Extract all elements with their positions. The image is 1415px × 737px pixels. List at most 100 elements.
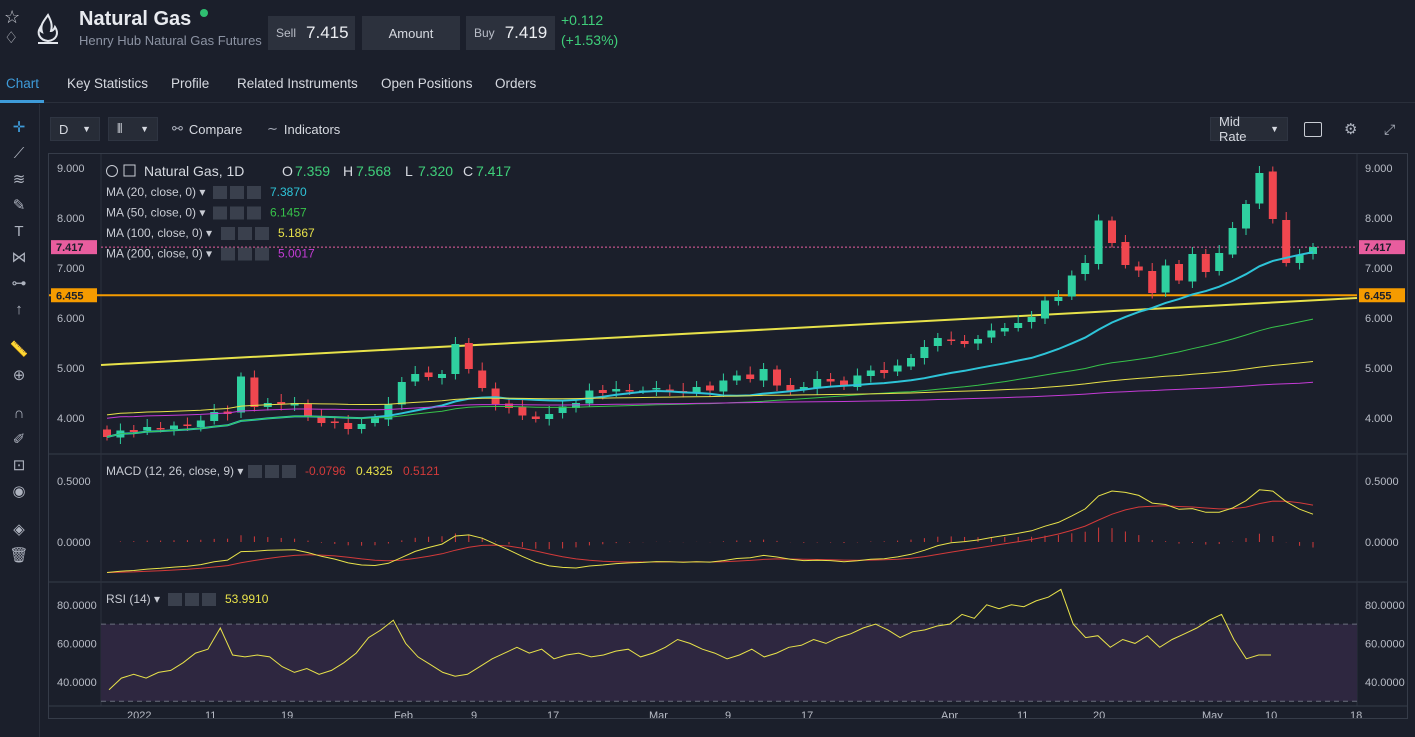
collapse-icon bbox=[106, 165, 118, 177]
indicators-label: Indicators bbox=[283, 121, 341, 137]
x-tick-label: 20 bbox=[1093, 710, 1105, 718]
candle-body bbox=[1121, 242, 1130, 265]
candle-body bbox=[277, 402, 286, 404]
legend-tool-icon bbox=[230, 186, 244, 199]
price-tick-left: 8.000 bbox=[57, 213, 85, 225]
candle-body bbox=[505, 403, 513, 408]
ma-legend-label: MA (20, close, 0) ▾ bbox=[106, 185, 205, 199]
legend-tool-icon bbox=[265, 465, 279, 478]
candle-body bbox=[371, 418, 379, 423]
indicators-icon: ∼ bbox=[267, 121, 278, 136]
chevron-down-icon: ▼ bbox=[1270, 124, 1279, 134]
active-tab-indicator bbox=[0, 100, 44, 103]
trend-line-icon[interactable]: ⟋ bbox=[13, 145, 25, 162]
crosshair-icon[interactable]: ✛ bbox=[12, 119, 26, 136]
projection-icon[interactable]: ⊶ bbox=[11, 275, 27, 292]
tab-open-positions[interactable]: Open Positions bbox=[381, 76, 473, 91]
ma-legend-value: 5.1867 bbox=[278, 226, 315, 240]
fib-icon[interactable]: ≋ bbox=[12, 171, 26, 188]
candle-body bbox=[880, 370, 889, 373]
price-label-right bbox=[1359, 240, 1405, 255]
interval-select[interactable]: D ▼ bbox=[50, 117, 100, 141]
brush-icon[interactable]: ✎ bbox=[12, 197, 26, 214]
minimize-icon bbox=[123, 164, 136, 177]
amount-label: Amount bbox=[388, 25, 434, 41]
chart-container[interactable]: 9.000 9.000 8.000 8.000 7.000 7.000 6.000 6.000… bbox=[48, 153, 1408, 722]
candle-body bbox=[826, 379, 835, 382]
candle-body bbox=[384, 404, 393, 420]
x-tick-label: 17 bbox=[547, 710, 559, 718]
pattern-icon[interactable]: ⋈ bbox=[11, 249, 27, 266]
tab-orders[interactable]: Orders bbox=[495, 76, 537, 91]
ma-legend-label: MA (50, close, 0) ▾ bbox=[106, 206, 205, 220]
text-icon[interactable]: T bbox=[14, 223, 24, 240]
compare-button[interactable]: ⚯ Compare bbox=[172, 117, 242, 141]
eye-icon[interactable]: ◉ bbox=[12, 483, 26, 500]
legend-tool-icon bbox=[238, 227, 252, 240]
candle-body bbox=[719, 380, 728, 392]
candle-body bbox=[960, 341, 969, 344]
legend-tool-icon bbox=[168, 593, 182, 606]
legend-tool-icon bbox=[282, 465, 296, 478]
star-icon[interactable]: ☆ bbox=[4, 7, 21, 27]
trash-icon[interactable]: 🗑 bbox=[9, 547, 29, 564]
x-tick-label: 11 bbox=[1017, 710, 1028, 718]
lock-icon[interactable]: ⊡ bbox=[12, 457, 26, 474]
candle-body bbox=[1201, 254, 1210, 272]
candle-body bbox=[424, 372, 433, 377]
zoom-icon[interactable]: ⊕ bbox=[12, 367, 26, 384]
legend-tool-icon bbox=[247, 206, 261, 220]
ohlc-value: 7.320 bbox=[418, 163, 453, 179]
candle-body bbox=[1054, 297, 1063, 301]
alert-icon[interactable]: ♢ bbox=[4, 30, 19, 47]
arrow-up-icon[interactable]: ↑ bbox=[15, 301, 23, 318]
rsi-tick-left: 40.0000 bbox=[57, 677, 97, 689]
rsi-tick-right: 40.0000 bbox=[1365, 677, 1405, 689]
settings-icon[interactable]: ⚙ bbox=[1344, 121, 1358, 138]
candle-body bbox=[1282, 220, 1291, 263]
candle-body bbox=[1188, 254, 1197, 282]
macd-legend-label: MACD (12, 26, close, 9) ▾ bbox=[106, 464, 243, 478]
candle-body bbox=[1067, 275, 1076, 297]
price-label-text: 7.417 bbox=[1364, 242, 1392, 254]
legend-tool-icon bbox=[221, 227, 235, 240]
tab-related-instruments[interactable]: Related Instruments bbox=[237, 76, 358, 91]
price-tick-left: 6.000 bbox=[57, 313, 85, 325]
chart-svg: 9.000 9.000 8.000 8.000 7.000 7.000 6.000 6.000… bbox=[49, 154, 1407, 722]
sell-price: 7.415 bbox=[306, 23, 349, 42]
x-tick-label: 9 bbox=[725, 710, 731, 718]
candle-body bbox=[1295, 255, 1304, 263]
ma-line-2 bbox=[106, 361, 1314, 416]
ruler-icon[interactable]: 📏 bbox=[9, 341, 29, 358]
rsi-tick-right: 80.0000 bbox=[1365, 600, 1405, 612]
candle-body bbox=[1094, 220, 1103, 264]
chart-type-select[interactable]: ⫴ ▼ bbox=[108, 117, 158, 141]
magnet-icon[interactable]: ∩ bbox=[13, 405, 25, 422]
candle-body bbox=[773, 369, 781, 386]
candle-body bbox=[665, 389, 674, 391]
tab-profile[interactable]: Profile bbox=[171, 76, 210, 91]
indicators-button[interactable]: ∼ Indicators bbox=[267, 117, 340, 141]
tab-chart[interactable]: Chart bbox=[6, 76, 40, 91]
lock-drawing-icon[interactable]: ✐ bbox=[12, 431, 26, 448]
candle-body bbox=[1027, 317, 1036, 322]
tab-bar: Chart Key Statistics Profile Related Ins… bbox=[0, 67, 1415, 103]
macd-tick-right: 0.0000 bbox=[1365, 537, 1399, 549]
candle-body bbox=[585, 390, 594, 404]
flame-icon bbox=[34, 12, 62, 46]
sell-button[interactable]: Sell 7.415 bbox=[268, 16, 355, 50]
x-tick-label: 18 bbox=[1350, 710, 1362, 718]
candle-body bbox=[866, 370, 875, 376]
candle-body bbox=[103, 429, 111, 437]
layers-icon[interactable]: ◈ bbox=[13, 521, 25, 538]
expand-icon[interactable]: ⤢ bbox=[1384, 120, 1396, 137]
fullscreen-box-icon[interactable] bbox=[1304, 117, 1322, 141]
amount-input[interactable]: Amount bbox=[362, 16, 460, 50]
rsi-legend-label: RSI (14) ▾ bbox=[106, 592, 160, 606]
tab-key-statistics[interactable]: Key Statistics bbox=[67, 76, 149, 91]
candle-body bbox=[1215, 253, 1224, 271]
ohlc-value: 7.568 bbox=[356, 163, 391, 179]
rate-select[interactable]: Mid Rate ▼ bbox=[1210, 114, 1288, 144]
candle-body bbox=[464, 343, 473, 369]
buy-button[interactable]: Buy 7.419 bbox=[466, 16, 555, 50]
